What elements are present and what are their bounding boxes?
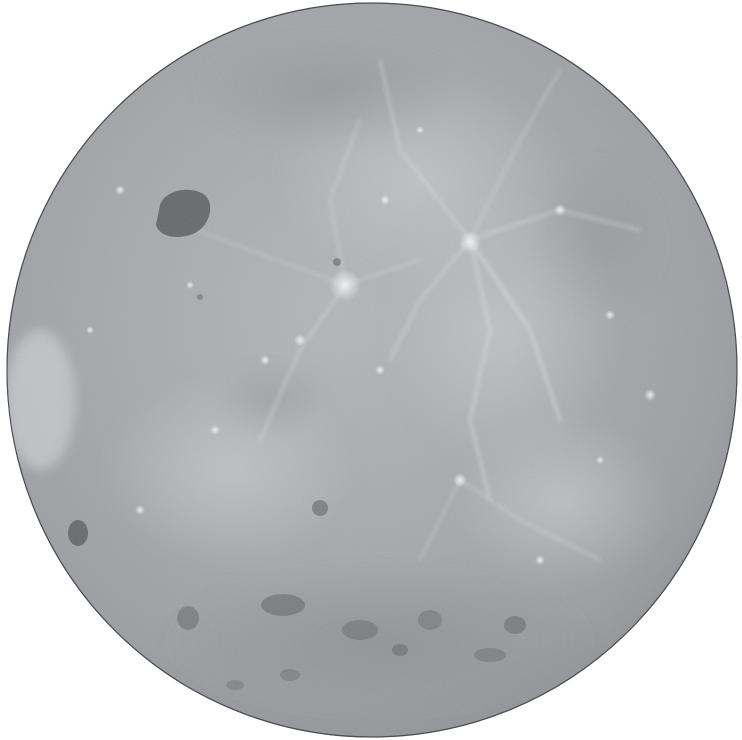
moon-limb [6, 2, 738, 738]
